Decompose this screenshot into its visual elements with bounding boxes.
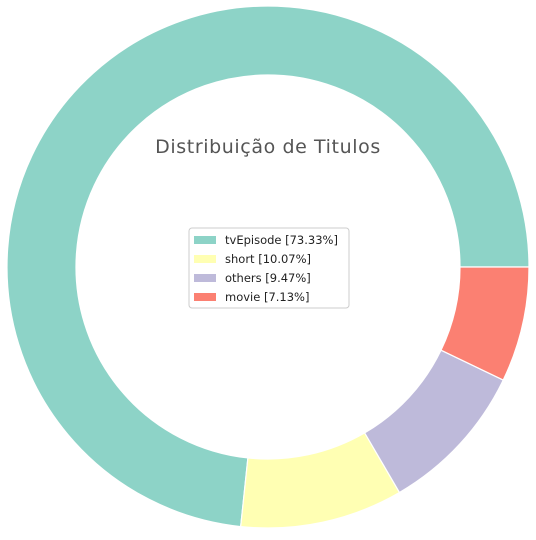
legend: tvEpisode [73.33%] short [10.07%] others [… [188, 227, 350, 309]
legend-swatch-short [194, 255, 216, 263]
legend-label-short: short [10.07%] [225, 252, 311, 266]
legend-frame [188, 227, 350, 309]
legend-label-tvepisode: tvEpisode [73.33%] [225, 233, 338, 247]
legend-label-others: others [9.47%] [225, 271, 311, 285]
legend-label-movie: movie [7.13%] [225, 290, 309, 304]
legend-swatch-tvepisode [194, 236, 216, 244]
legend-swatch-others [194, 274, 216, 282]
slice-movie [440, 266, 530, 381]
chart-title: Distribuição de Titulos [155, 136, 381, 158]
slices-group [6, 5, 530, 529]
slice-tvepisode [6, 5, 530, 528]
legend-swatch-movie [194, 293, 216, 301]
